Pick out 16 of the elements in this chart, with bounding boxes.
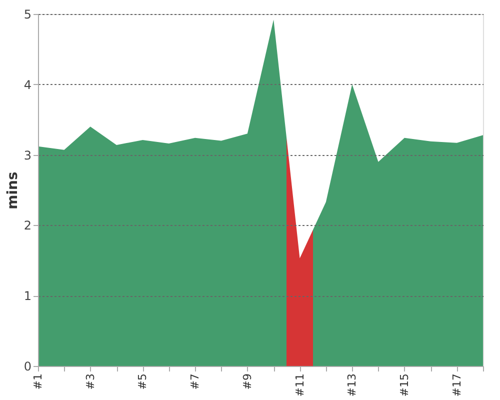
x-tick-label: #5: [136, 374, 150, 390]
y-tick-label: 5: [24, 8, 32, 22]
y-tick-label: 2: [24, 218, 32, 233]
x-tick-label: #13: [346, 374, 359, 397]
y-tick-label: 3: [24, 148, 32, 162]
x-tick-label: #15: [398, 374, 411, 397]
y-tick-label: 4: [24, 78, 32, 92]
x-tick-label: #1: [32, 374, 44, 390]
x-tick-label: #11: [293, 374, 306, 397]
x-tick-label: #17: [450, 374, 464, 397]
y-tick-label: 1: [24, 289, 32, 304]
y-axis-title: mins: [4, 172, 21, 210]
x-tick-label: #3: [84, 374, 97, 390]
y-tick-label: 0: [24, 360, 32, 374]
x-tick-label: #7: [188, 374, 202, 390]
x-tick-label: #9: [240, 374, 254, 390]
